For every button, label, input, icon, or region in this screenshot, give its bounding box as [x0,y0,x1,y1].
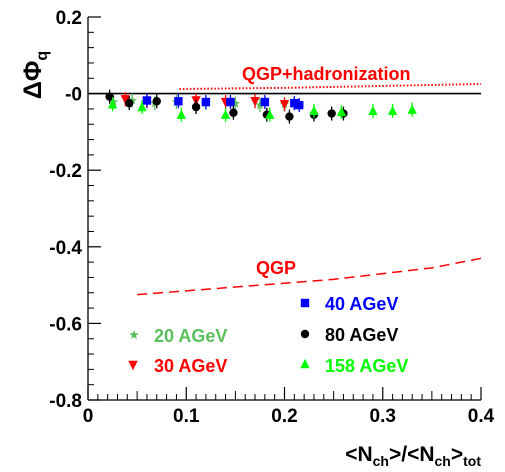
x-tick-label: 0 [83,406,94,427]
data-point [152,97,161,106]
data-point [201,97,211,107]
x-tick-label: 0.3 [370,406,396,427]
data-point [260,97,270,107]
x-tick-label: 0.1 [173,406,200,427]
y-tick-label: -0.2 [49,161,82,182]
data-point [309,105,319,116]
data-point [174,97,183,106]
y-tick-label: -0.8 [49,391,82,412]
data-point [125,98,134,108]
x-tick-label: 0.2 [271,406,297,427]
series-158-agev [107,97,417,122]
data-point [120,95,131,105]
data-point [230,98,241,108]
legend-marker [128,360,138,371]
curve-qgp [137,257,482,296]
y-tick-label: -0.6 [49,314,82,335]
data-point [279,100,290,110]
legend-marker [300,298,310,308]
data-point [142,96,152,105]
legend-marker [300,358,310,369]
curve-qgp-hadronization [179,83,482,90]
data-point [226,97,235,107]
data-point [176,109,187,119]
legend: 20 AGeV 30 AGeV 40 AGeV 80 AGeV 158 AGeV [128,294,408,376]
curve-label-qgp-hadronization: QGP+hadronization [242,64,411,84]
data-point [290,98,299,108]
data-point [137,101,147,112]
data-point [407,104,417,114]
data-point [220,109,231,119]
data-point [127,95,137,105]
data-point [336,106,347,117]
data-point [327,109,336,118]
legend-label: 40 AGeV [325,294,398,314]
y-tick-label: -0 [65,85,82,106]
legend-label: 20 AGeV [154,326,227,346]
legend-marker [129,330,139,340]
legend-item-158-agev: 158 AGeV [300,356,408,376]
y-tick-label: -0.4 [49,238,82,259]
y-tick-label: 0.2 [56,8,82,29]
legend-item-30-agev: 30 AGeV [128,356,227,376]
data-point [387,105,398,116]
data-point [191,102,201,112]
data-point [285,112,294,121]
legend-item-80-agev: 80 AGeV [300,325,398,345]
data-point [107,99,118,109]
x-axis-title: <Nch>/<Nch>tot [345,443,481,469]
data-point [105,92,114,101]
data-point [368,105,378,116]
data-point [255,100,265,110]
data-point [295,100,304,110]
legend-label: 80 AGeV [325,325,398,345]
legend-item-40-agev: 40 AGeV [300,294,398,314]
curve-label-qgp: QGP [256,258,296,278]
x-tick-label: 0.4 [468,406,495,427]
data-point [229,108,238,117]
legend-label: 158 AGeV [325,356,408,376]
data-point [250,97,260,107]
legend-item-20-agev: 20 AGeV [129,326,227,346]
series-40-agev [142,93,304,113]
legend-label: 30 AGeV [154,356,227,376]
data-point [265,109,275,119]
legend-marker [300,329,310,339]
